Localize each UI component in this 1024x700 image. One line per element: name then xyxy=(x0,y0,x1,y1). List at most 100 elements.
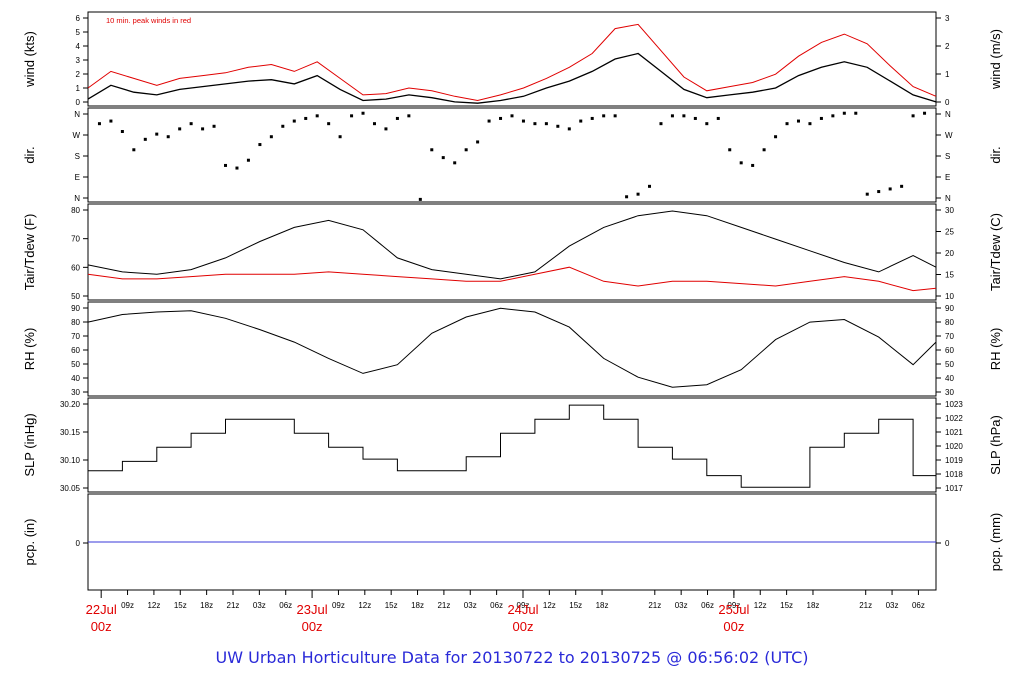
point-dir xyxy=(258,143,262,147)
ytick-label-left-rh: 60 xyxy=(71,346,80,355)
point-dir xyxy=(315,114,319,118)
point-dir xyxy=(819,116,823,120)
ylabel-left-dir: dir. xyxy=(22,146,37,163)
point-dir xyxy=(556,124,560,128)
point-dir xyxy=(533,122,537,126)
point-dir xyxy=(166,135,170,139)
ytick-label-left-rh: 80 xyxy=(71,318,80,327)
point-dir xyxy=(613,114,617,118)
xtick-label: 15z xyxy=(385,601,398,610)
point-dir xyxy=(338,135,342,139)
xtick-label: 09z xyxy=(727,601,740,610)
ytick-label-left-temp: 50 xyxy=(71,292,80,301)
point-dir xyxy=(487,119,491,123)
ytick-label-left-rh: 90 xyxy=(71,304,80,313)
point-dir xyxy=(372,122,376,126)
panel-frame-slp xyxy=(87,397,937,493)
xtick-label: 09z xyxy=(517,601,530,610)
ytick-label-left-slp: 30.10 xyxy=(60,456,81,465)
point-dir xyxy=(774,135,778,139)
point-dir xyxy=(659,122,663,126)
ytick-label-right-dir: S xyxy=(945,152,950,161)
xtick-label: 09z xyxy=(332,601,345,610)
ytick-label-left-dir: W xyxy=(72,131,80,140)
xtick-label: 12z xyxy=(147,601,160,610)
point-dir xyxy=(212,124,216,128)
xtick-label: 03z xyxy=(675,601,688,610)
point-dir xyxy=(751,163,755,167)
ytick-label-left-slp: 30.05 xyxy=(60,484,81,493)
xtick-label: 21z xyxy=(648,601,661,610)
ytick-label-left-rh: 30 xyxy=(71,388,80,397)
point-dir xyxy=(384,127,388,131)
ytick-label-left-rh: 40 xyxy=(71,374,80,383)
ytick-label-right-dir: E xyxy=(945,173,950,182)
ytick-label-left-dir: N xyxy=(74,194,80,203)
ytick-label-right-rh: 60 xyxy=(945,346,954,355)
xtick-label: 18z xyxy=(411,601,424,610)
ytick-label-right-rh: 30 xyxy=(945,388,954,397)
xtick-label: 06z xyxy=(701,601,714,610)
point-dir xyxy=(900,184,904,188)
day-time-label: 00z xyxy=(91,619,112,634)
point-dir xyxy=(441,156,445,160)
ytick-label-right-rh: 90 xyxy=(945,304,954,313)
point-dir xyxy=(464,148,468,152)
day-label: 25Jul xyxy=(718,602,749,617)
ytick-label-left-pcp: 0 xyxy=(76,539,81,548)
ytick-label-right-wind: 3 xyxy=(945,14,950,23)
ytick-label-right-dir: W xyxy=(945,131,953,140)
ylabel-left-wind: wind (kts) xyxy=(22,31,37,88)
point-dir xyxy=(97,122,101,126)
ytick-label-left-wind: 1 xyxy=(76,84,81,93)
ytick-label-right-wind: 2 xyxy=(945,42,950,51)
xtick-label: 09z xyxy=(121,601,134,610)
panel-frame-wind xyxy=(87,11,937,107)
point-dir xyxy=(395,116,399,120)
point-dir xyxy=(246,158,250,162)
ylabel-left-pcp: pcp. (in) xyxy=(22,519,37,566)
point-dir xyxy=(567,127,571,131)
point-dir xyxy=(888,187,892,191)
point-dir xyxy=(923,111,927,115)
ytick-label-right-temp: 30 xyxy=(945,206,954,215)
point-dir xyxy=(716,116,720,120)
point-dir xyxy=(201,127,205,131)
panel-frame-dir xyxy=(87,107,937,203)
series-line-slp-0 xyxy=(88,404,937,488)
ytick-label-left-temp: 80 xyxy=(71,206,80,215)
ytick-label-left-wind: 5 xyxy=(76,28,81,37)
point-dir xyxy=(625,195,629,199)
point-dir xyxy=(854,111,858,115)
xtick-label: 18z xyxy=(807,601,820,610)
point-dir xyxy=(762,148,766,152)
point-dir xyxy=(327,122,331,126)
point-dir xyxy=(590,116,594,120)
ytick-label-right-slp: 1020 xyxy=(945,442,963,451)
point-dir xyxy=(911,114,915,118)
point-dir xyxy=(155,132,159,136)
point-dir xyxy=(544,122,548,126)
xtick-label: 15z xyxy=(569,601,582,610)
xtick-label: 06z xyxy=(912,601,925,610)
ytick-label-left-wind: 2 xyxy=(76,70,81,79)
point-dir xyxy=(178,127,182,131)
ytick-label-right-rh: 80 xyxy=(945,318,954,327)
series-line-temp-0 xyxy=(87,210,937,280)
point-dir xyxy=(877,190,881,194)
ytick-label-right-wind: 1 xyxy=(945,70,950,79)
ylabel-right-rh: RH (%) xyxy=(988,328,1003,371)
xtick-label: 21z xyxy=(227,601,240,610)
xtick-label: 03z xyxy=(464,601,477,610)
annotation-wind: 10 min. peak winds in red xyxy=(106,16,191,25)
point-dir xyxy=(636,192,640,196)
point-dir xyxy=(453,161,457,165)
xtick-label: 15z xyxy=(174,601,187,610)
series-line-wind-0 xyxy=(87,52,937,104)
ytick-label-right-rh: 40 xyxy=(945,374,954,383)
point-dir xyxy=(682,114,686,118)
ytick-label-left-wind: 6 xyxy=(76,14,81,23)
point-dir xyxy=(510,114,514,118)
ytick-label-left-temp: 60 xyxy=(71,263,80,272)
ytick-label-right-slp: 1022 xyxy=(945,414,963,423)
